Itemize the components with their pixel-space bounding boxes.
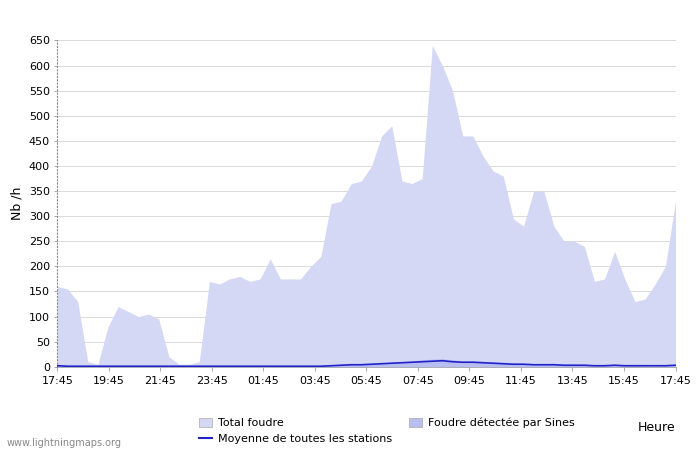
- Legend: Total foudre, Moyenne de toutes les stations, Foudre détectée par Sines: Total foudre, Moyenne de toutes les stat…: [199, 418, 574, 445]
- Text: Heure: Heure: [638, 421, 676, 434]
- Y-axis label: Nb /h: Nb /h: [10, 187, 23, 220]
- Text: www.lightningmaps.org: www.lightningmaps.org: [7, 438, 122, 448]
